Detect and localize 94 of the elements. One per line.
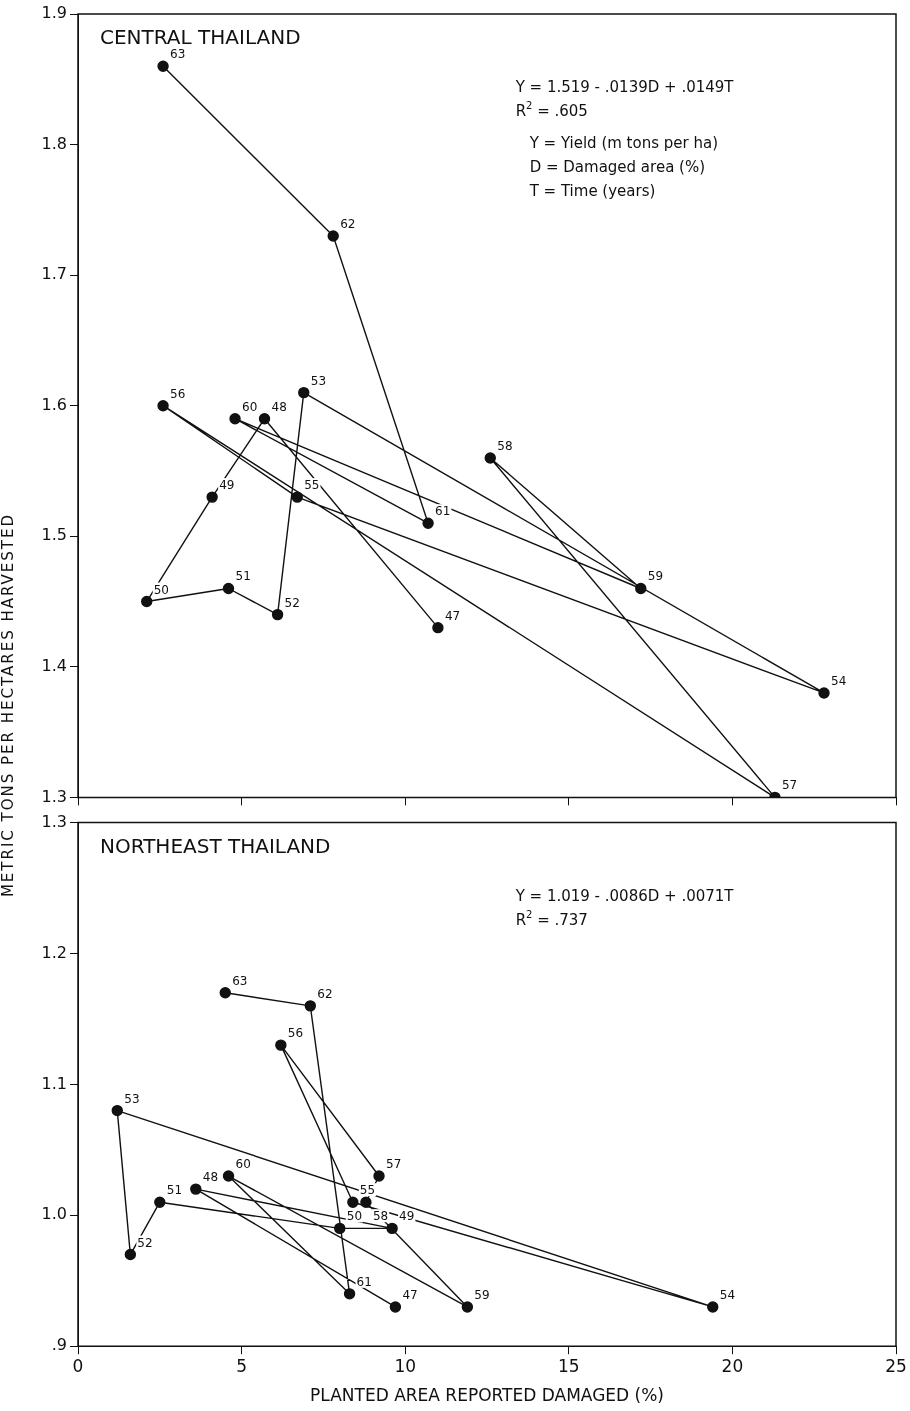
annotation: 55 — [304, 478, 320, 493]
annotation: 54 — [831, 673, 847, 688]
annotation: 59 — [647, 569, 664, 584]
annotation: 63 — [170, 47, 186, 62]
annotation: 62 — [340, 216, 356, 231]
x-tick-label: 5 — [236, 1355, 248, 1376]
point — [432, 621, 444, 634]
y-axis-title: METRIC TONS PER HECTARES HARVESTED — [0, 511, 17, 900]
annotation: D = Damaged area (%) — [529, 158, 706, 176]
point — [484, 452, 496, 464]
annotation: 49 — [219, 478, 235, 493]
y-tick-label: 1.8 — [41, 133, 67, 153]
annotation: 58 — [497, 438, 513, 453]
annotation: 62 — [317, 986, 333, 1001]
annotation: Y = 1.519 - .0139D + .0149T — [514, 78, 735, 96]
point — [304, 1000, 317, 1012]
y-tick-label: 1.5 — [41, 525, 67, 545]
point — [124, 1248, 137, 1261]
point — [219, 987, 231, 999]
y-tick-label: 1.7 — [41, 264, 67, 284]
point — [386, 1222, 398, 1235]
point — [222, 1170, 235, 1182]
annotation: 60 — [242, 399, 258, 414]
x-tick-label: 15 — [557, 1355, 580, 1376]
y-tick-label: 1.9 — [41, 3, 67, 23]
point — [271, 608, 284, 621]
point — [327, 230, 339, 242]
annotation: 50 — [346, 1209, 363, 1224]
annotation: 53 — [124, 1091, 140, 1106]
point — [111, 1104, 123, 1117]
annotation: 53 — [310, 373, 327, 388]
point — [275, 1039, 287, 1051]
point — [157, 60, 169, 72]
point — [818, 687, 830, 699]
x-tick-label: 20 — [721, 1355, 744, 1376]
annotation: Y = 1.019 - .0086D + .0071T — [514, 886, 735, 905]
y-tick-label: 1.2 — [41, 942, 67, 962]
point — [222, 582, 235, 595]
annotation: 48 — [271, 399, 287, 414]
y-tick-label: 1.0 — [41, 1204, 67, 1224]
point — [422, 517, 434, 529]
point — [373, 1170, 385, 1182]
y-tick-label: 1.1 — [41, 1073, 67, 1093]
x-tick-label: 10 — [394, 1355, 417, 1376]
x-tick-label: 0 — [72, 1355, 84, 1376]
point — [707, 1301, 719, 1313]
point — [298, 386, 310, 399]
point — [635, 582, 647, 595]
point — [343, 1288, 356, 1300]
annotation: 56 — [170, 386, 186, 401]
annotation: 51 — [166, 1183, 183, 1198]
y-tick-label: .9 — [51, 1335, 67, 1355]
annotation: 52 — [284, 595, 300, 610]
annotation: 63 — [232, 973, 248, 988]
y-tick-label: 1.4 — [41, 655, 67, 675]
point — [360, 1196, 372, 1208]
point — [258, 413, 271, 425]
point — [157, 400, 169, 412]
annotation: 51 — [235, 569, 251, 584]
point — [190, 1183, 202, 1195]
annotation: 57 — [386, 1157, 402, 1172]
point — [461, 1301, 474, 1313]
annotation: 54 — [719, 1287, 736, 1302]
y-tick-label: 1.3 — [41, 811, 67, 831]
point — [229, 413, 241, 425]
annotation: 48 — [202, 1170, 219, 1185]
x-tick-label: 25 — [885, 1355, 907, 1376]
annotation: 50 — [153, 582, 169, 597]
y-tick-label: 1.3 — [41, 786, 67, 806]
annotation: 47 — [444, 608, 461, 623]
text: CENTRAL THAILAND — [100, 25, 301, 49]
point — [206, 491, 218, 503]
annotation: 61 — [435, 504, 451, 519]
text: NORTHEAST THAILAND — [100, 833, 331, 858]
annotation: 58 — [372, 1209, 389, 1224]
point — [389, 1301, 402, 1313]
annotation: 57 — [781, 778, 798, 793]
point — [334, 1222, 346, 1235]
point — [291, 491, 303, 503]
annotation: 49 — [399, 1209, 415, 1224]
annotation: 56 — [287, 1026, 304, 1041]
annotation: 59 — [474, 1287, 490, 1302]
y-tick-label: 1.6 — [41, 394, 67, 414]
x-axis-title: PLANTED AREA REPORTED DAMAGED (%) — [310, 1385, 664, 1406]
annotation: 55 — [359, 1183, 376, 1198]
point — [154, 1196, 166, 1208]
point — [347, 1196, 359, 1208]
annotation: T = Time (years) — [528, 182, 656, 200]
annotation: 61 — [356, 1274, 372, 1289]
annotation: Y = Yield (m tons per ha) — [528, 134, 719, 152]
point — [141, 595, 153, 608]
annotation: 60 — [235, 1157, 251, 1172]
annotation: 47 — [402, 1287, 418, 1302]
annotation: 52 — [137, 1235, 153, 1250]
